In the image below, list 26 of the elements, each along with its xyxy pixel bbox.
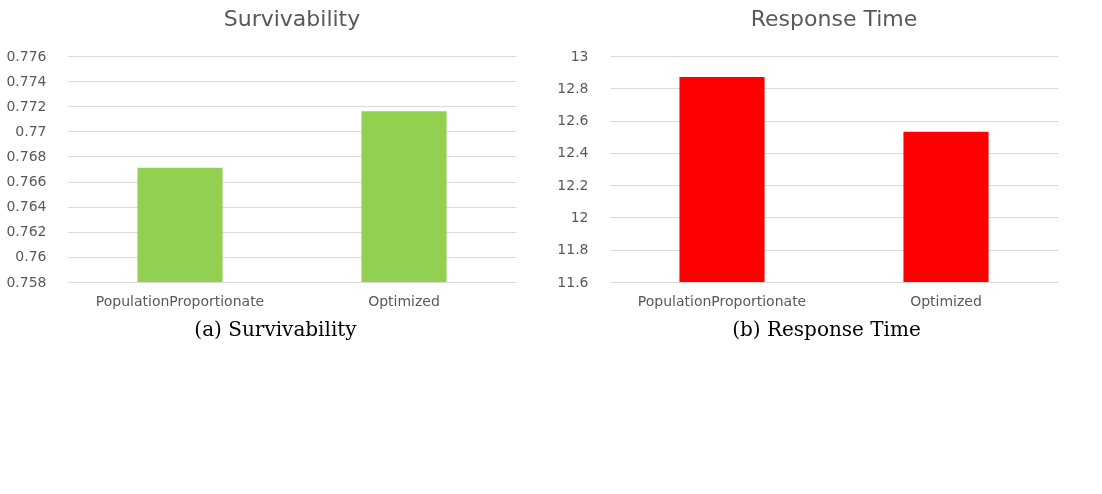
y-tick-label: 11.6 bbox=[557, 273, 589, 290]
y-tick-label: 11.8 bbox=[557, 241, 589, 258]
y-tick-label: 0.77 bbox=[15, 122, 47, 139]
y-tick-label: 0.774 bbox=[6, 72, 47, 89]
y-tick-label: 12.6 bbox=[557, 112, 589, 129]
x-tick-label: Optimized bbox=[910, 292, 982, 309]
chart-title: Response Time bbox=[750, 6, 918, 31]
text: (b) Response Time bbox=[731, 317, 922, 341]
y-tick-label: 0.772 bbox=[6, 97, 47, 114]
y-tick-label: 0.768 bbox=[6, 147, 47, 164]
y-tick-label: 0.776 bbox=[6, 47, 47, 64]
y-tick-label: 13 bbox=[570, 47, 589, 64]
y-tick-label: 0.762 bbox=[6, 223, 47, 240]
y-tick-label: 12 bbox=[570, 208, 589, 225]
y-tick-label: 12.2 bbox=[557, 176, 589, 193]
x-tick-label: PopulationProportionate bbox=[95, 292, 265, 309]
y-tick-label: 0.764 bbox=[6, 198, 47, 215]
y-tick-label: 0.758 bbox=[6, 273, 47, 290]
chart-title: Survivability bbox=[223, 6, 361, 31]
x-tick-label: PopulationProportionate bbox=[637, 292, 807, 309]
x-tick-label: Optimized bbox=[368, 292, 440, 309]
y-tick-label: 12.4 bbox=[557, 144, 589, 161]
y-tick-label: 0.76 bbox=[15, 248, 47, 265]
y-tick-label: 0.766 bbox=[6, 173, 47, 190]
text: (a) Survivability bbox=[193, 317, 358, 341]
y-tick-label: 12.8 bbox=[557, 79, 589, 96]
